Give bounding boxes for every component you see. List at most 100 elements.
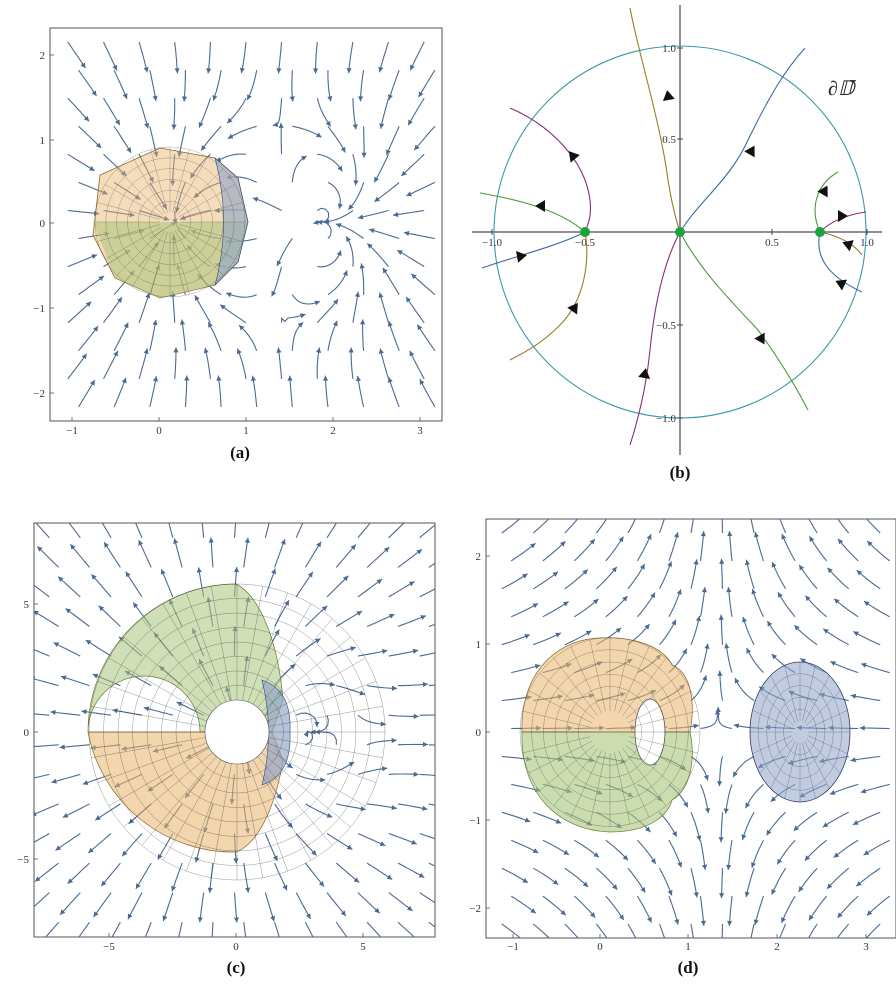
stream-arrow xyxy=(112,708,118,714)
mesh-ring xyxy=(175,670,299,794)
panel-d-ticks: −1 0 1 2 3 2 1 0 −1 −2 xyxy=(469,551,869,953)
stream-arrow xyxy=(358,96,364,102)
streamline xyxy=(699,531,705,561)
stream-arrow xyxy=(793,825,800,831)
streamline xyxy=(357,523,371,539)
stream-arrow xyxy=(272,121,279,128)
streamline xyxy=(69,543,90,568)
stream-arrow xyxy=(82,780,89,786)
streamline xyxy=(336,610,363,627)
streamline xyxy=(304,862,325,887)
stream-arrow xyxy=(387,377,393,383)
panel-a-green-region xyxy=(93,222,248,298)
stream-arrow xyxy=(391,737,397,744)
stream-arrow xyxy=(314,638,321,644)
stream-arrow xyxy=(746,948,751,953)
streamline xyxy=(405,296,425,324)
stream-arrow xyxy=(532,848,539,853)
streamline xyxy=(36,545,60,568)
x-tick-label: 2 xyxy=(330,425,336,437)
stream-arrow xyxy=(85,640,92,645)
stream-arrow xyxy=(665,947,670,953)
x-tick-label: 0.5 xyxy=(765,237,779,249)
stream-arrow xyxy=(592,599,599,605)
stream-arrow xyxy=(408,581,415,587)
streamline xyxy=(44,921,60,937)
x-tick-label: 0 xyxy=(156,425,162,437)
streamline xyxy=(34,648,50,657)
streamline xyxy=(853,631,881,646)
streamline xyxy=(822,628,849,646)
panel-c-label: (c) xyxy=(227,958,246,977)
streamline xyxy=(690,868,698,898)
stream-arrow xyxy=(315,943,320,949)
streamline xyxy=(659,811,678,837)
stream-arrow xyxy=(50,709,56,716)
streamline xyxy=(327,181,341,209)
streamline xyxy=(336,803,366,811)
stream-arrow xyxy=(174,68,180,74)
streamline xyxy=(533,867,559,886)
stream-arrow xyxy=(91,90,97,96)
stream-arrow xyxy=(860,788,867,794)
stream-arrow xyxy=(247,94,252,101)
stream-arrow xyxy=(422,805,428,811)
mesh-line xyxy=(802,742,816,799)
stream-arrow xyxy=(766,829,772,836)
streamline xyxy=(728,530,733,561)
y-tick-label: 1 xyxy=(476,639,482,651)
streamline xyxy=(34,713,50,716)
stream-arrow xyxy=(418,872,425,878)
stream-arrow xyxy=(560,909,566,916)
streamline xyxy=(574,598,599,618)
streamline xyxy=(215,153,247,163)
stream-arrow xyxy=(809,536,815,542)
stream-arrow xyxy=(356,611,363,616)
streamline xyxy=(850,694,881,702)
stream-arrow xyxy=(622,595,628,602)
stream-arrow xyxy=(674,919,680,925)
streamline xyxy=(659,619,677,646)
stream-arrow xyxy=(239,67,245,74)
stream-arrow xyxy=(355,376,362,382)
stream-arrow xyxy=(340,146,346,153)
streamline xyxy=(227,125,257,140)
streamline xyxy=(352,291,359,323)
stream-arrow xyxy=(163,215,170,221)
streamline xyxy=(327,270,348,296)
arrow-head xyxy=(638,368,651,379)
stream-arrow xyxy=(437,519,443,524)
stream-arrow xyxy=(798,886,804,892)
stream-arrow xyxy=(171,124,177,130)
y-tick-label: 2 xyxy=(476,551,482,563)
stream-arrow xyxy=(177,151,183,158)
streamline xyxy=(60,675,90,687)
streamline xyxy=(866,895,891,916)
stream-arrow xyxy=(316,541,321,548)
trajectory-bottom-green xyxy=(679,231,809,411)
stream-arrow xyxy=(361,152,367,158)
stream-arrow xyxy=(409,350,415,357)
stream-arrow xyxy=(29,744,34,749)
streamline xyxy=(101,523,112,539)
streamline xyxy=(336,685,366,696)
streamline xyxy=(274,539,286,568)
stream-arrow xyxy=(157,853,163,860)
streamline xyxy=(277,41,283,74)
streamline xyxy=(533,811,562,824)
stream-arrow xyxy=(199,508,204,513)
streamline xyxy=(94,803,121,821)
stream-arrow xyxy=(337,165,343,172)
stream-arrow xyxy=(148,176,154,183)
stream-arrow xyxy=(201,145,207,151)
stream-arrow xyxy=(67,878,74,884)
stream-arrow xyxy=(777,858,783,865)
mesh-ring xyxy=(127,179,213,265)
stream-arrow xyxy=(34,610,39,616)
stream-arrow xyxy=(233,858,239,864)
streamline xyxy=(168,523,174,538)
stream-arrow xyxy=(346,68,352,74)
stream-arrow xyxy=(717,670,723,676)
streamline xyxy=(173,98,176,130)
stream-arrow xyxy=(34,811,37,817)
